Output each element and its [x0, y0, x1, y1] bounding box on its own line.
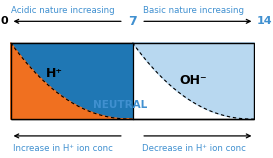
Text: Decrease in H⁺ ion conc: Decrease in H⁺ ion conc — [142, 144, 245, 153]
Text: 0: 0 — [0, 16, 8, 26]
Text: Acidic nature increasing: Acidic nature increasing — [11, 6, 114, 15]
Polygon shape — [11, 43, 132, 119]
Text: NEUTRAL: NEUTRAL — [93, 100, 147, 110]
FancyBboxPatch shape — [11, 43, 254, 119]
Text: H⁺: H⁺ — [45, 67, 63, 80]
Text: 14: 14 — [257, 16, 273, 26]
Bar — [11, 43, 132, 119]
Text: 7: 7 — [128, 15, 137, 28]
Polygon shape — [132, 43, 254, 119]
Text: OH⁻: OH⁻ — [180, 74, 207, 87]
Text: Increase in H⁺ ion conc: Increase in H⁺ ion conc — [13, 144, 112, 153]
Text: Basic nature increasing: Basic nature increasing — [143, 6, 244, 15]
